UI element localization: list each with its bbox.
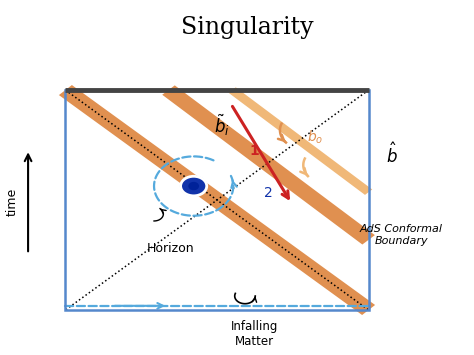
Text: 1: 1 [249, 144, 259, 158]
Text: time: time [6, 188, 19, 216]
Text: $b_o$: $b_o$ [307, 129, 323, 146]
Text: 2: 2 [264, 186, 273, 200]
Text: AdS Conformal
Boundary: AdS Conformal Boundary [360, 224, 443, 246]
Circle shape [181, 176, 207, 196]
Polygon shape [162, 85, 375, 245]
Text: $\tilde{b}_i$: $\tilde{b}_i$ [214, 112, 229, 138]
Text: $\hat{b}$: $\hat{b}$ [386, 142, 398, 167]
Text: Horizon: Horizon [146, 242, 194, 255]
Text: Infalling
Matter: Infalling Matter [231, 321, 278, 349]
Polygon shape [228, 87, 372, 195]
Circle shape [189, 182, 198, 190]
Text: Singularity: Singularity [181, 16, 314, 39]
Polygon shape [59, 85, 375, 315]
